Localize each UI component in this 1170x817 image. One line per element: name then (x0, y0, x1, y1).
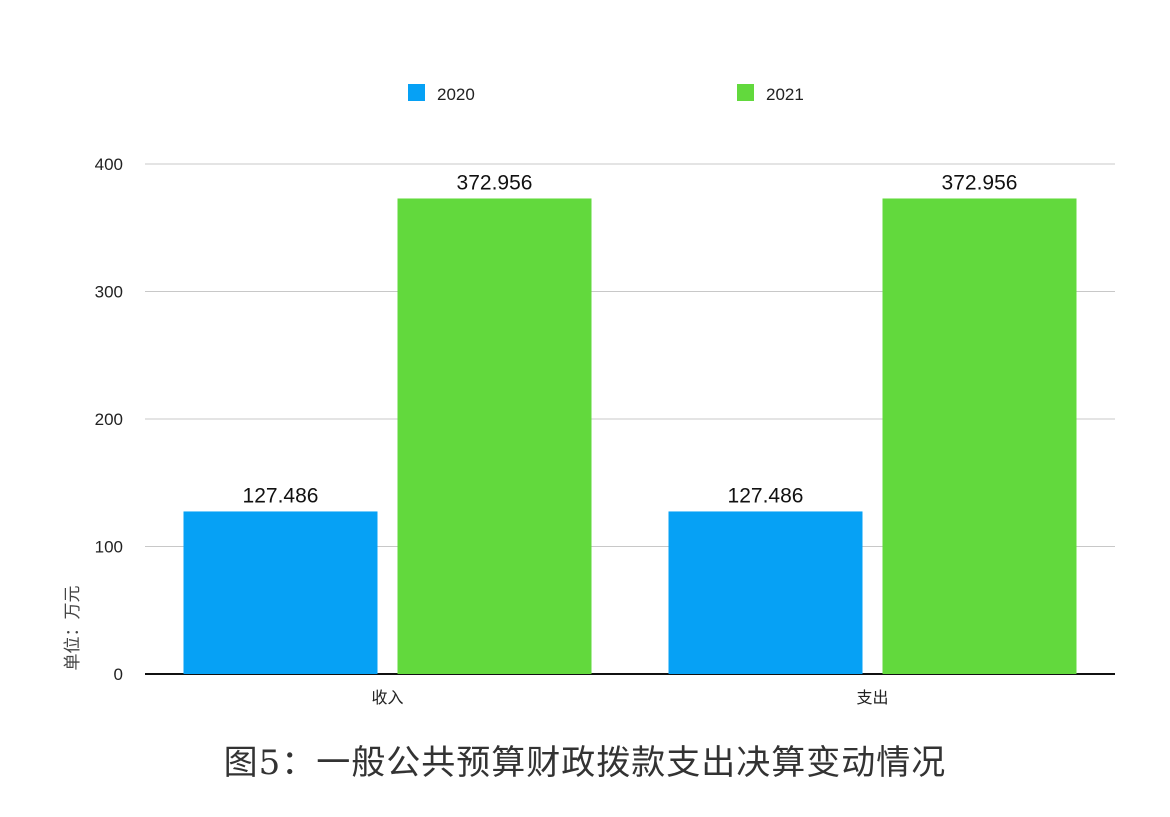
legend-label: 2021 (766, 85, 804, 104)
data-label: 127.486 (728, 484, 804, 507)
x-category-label: 收入 (371, 688, 403, 707)
y-tick-label: 100 (95, 538, 123, 557)
y-axis-label: 单位：万元 (63, 586, 83, 671)
legend-label: 2020 (437, 85, 475, 104)
x-axis: 收入 支出 (371, 688, 888, 707)
data-labels: 127.486 372.956 127.486 372.956 (243, 171, 1018, 507)
legend-swatch (408, 84, 425, 101)
y-tick-label: 200 (95, 410, 123, 429)
bar-2020-支出 (668, 511, 863, 674)
bar-2020-收入 (183, 511, 378, 674)
y-tick-label: 0 (114, 665, 123, 684)
data-label: 127.486 (243, 484, 319, 507)
data-label: 372.956 (942, 171, 1018, 194)
x-category-label: 支出 (856, 688, 888, 707)
legend-swatch (737, 84, 754, 101)
y-axis: 0 100 200 300 400 (95, 155, 123, 684)
bar-2021-收入 (397, 198, 592, 675)
y-tick-label: 400 (95, 155, 123, 174)
figure-caption: 图5：一般公共预算财政拨款支出决算变动情况 (223, 743, 947, 783)
legend: 2020 2021 (408, 84, 804, 104)
data-label: 372.956 (457, 171, 533, 194)
y-tick-label: 300 (95, 283, 123, 302)
bar-2021-支出 (882, 198, 1077, 675)
bars (183, 198, 1077, 675)
